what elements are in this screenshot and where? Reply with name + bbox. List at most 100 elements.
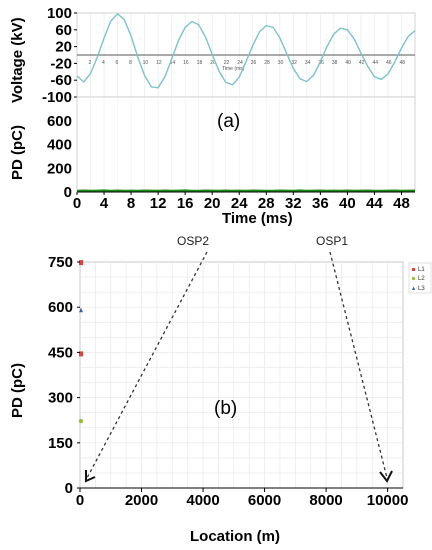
osp2-arrow-head [85, 470, 96, 483]
voltage-inner-tick-label: 40 [345, 60, 351, 66]
location-y-axis-label: PD (pC) [9, 363, 26, 418]
location-points [78, 260, 84, 424]
location-y-ticks: 750 600 450 300 150 0 [48, 254, 80, 497]
voltage-y-axis-label: Voltage (kV) [9, 17, 26, 103]
location-x-axis-label: Location (m) [190, 528, 280, 545]
pd-time-x-tick-label: 32 [285, 195, 302, 212]
location-x-ticks: 0 2000 4000 6000 8000 10000 [76, 488, 409, 509]
voltage-inner-tick-label: 16 [183, 60, 189, 66]
voltage-y-tick-label: -60 [50, 72, 72, 89]
location-y-tick-label: 0 [65, 480, 73, 497]
location-x-tick-label: 10000 [367, 492, 409, 509]
location-x-tick-label: 8000 [309, 492, 342, 509]
pd-time-x-tick-label: 4 [100, 195, 109, 212]
location-x-tick-label: 0 [76, 492, 84, 509]
voltage-inner-tick-label: 8 [129, 60, 132, 66]
legend-label-l1: L1 [418, 267, 425, 273]
osp2-label: OSP2 [177, 234, 209, 248]
pd-time-y-tick-label: 600 [47, 113, 72, 130]
voltage-inner-xlabel: Time (ms) [222, 66, 245, 72]
osp2-arrow-line [86, 251, 208, 479]
panel-a-label: (a) [217, 111, 240, 132]
data-point-l2 [78, 418, 84, 424]
pd-time-plot-area [76, 96, 416, 193]
legend-label-l2: L2 [418, 276, 425, 282]
voltage-inner-tick-label: 26 [251, 60, 257, 66]
voltage-inner-tick-label: 2 [89, 60, 92, 66]
legend-marker-l3 [412, 286, 416, 290]
pd-time-y-tick-label: 0 [64, 184, 72, 201]
pd-time-x-tick-label: 8 [127, 195, 135, 212]
pd-time-y-axis-label: PD (pC) [9, 125, 26, 180]
voltage-y-tick-label: -20 [50, 55, 72, 72]
osp1-arrow-line [329, 251, 388, 479]
voltage-inner-tick-label: 4 [102, 60, 105, 66]
voltage-inner-tick-label: 30 [278, 60, 284, 66]
voltage-inner-tick-label: 18 [197, 60, 203, 66]
osp1-label: OSP1 [316, 234, 348, 248]
location-plot: 750 600 450 300 150 0 0 2000 4000 6000 8000 10000 [48, 254, 409, 509]
location-y-tick-label: 600 [48, 299, 73, 316]
voltage-y-tick-label: 20 [55, 39, 72, 56]
location-grid [80, 262, 403, 488]
data-point-l1 [79, 260, 83, 266]
legend-marker-l2 [411, 276, 416, 281]
voltage-inner-tick-label: 38 [332, 60, 338, 66]
voltage-inner-tick-label: 14 [170, 60, 176, 66]
location-y-tick-label: 300 [48, 390, 73, 407]
pd-time-x-tick-label: 48 [393, 195, 410, 212]
location-y-tick-label: 450 [48, 344, 73, 361]
voltage-y-tick-label: 100 [47, 5, 72, 22]
location-x-tick-label: 6000 [248, 492, 281, 509]
location-x-tick-label: 4000 [186, 492, 219, 509]
voltage-inner-tick-label: 34 [305, 60, 311, 66]
voltage-inner-tick-label: 20 [210, 60, 216, 66]
location-plot-area [79, 261, 404, 489]
legend-marker-l1 [412, 268, 415, 271]
voltage-inner-tick-label: 6 [116, 60, 119, 66]
pd-time-y-tick-label: 400 [47, 137, 72, 154]
voltage-inner-tick-label: 42 [359, 60, 365, 66]
voltage-y-tick-label: 60 [55, 22, 72, 39]
osp1-arrow-head [379, 470, 393, 483]
osp-annotations: OSP2 OSP1 [85, 234, 393, 483]
voltage-plot: 2 4 6 8 10 12 14 16 18 20 22 24 26 28 30 32 34 36 38 40 42 44… [42, 5, 416, 106]
voltage-inner-ticks: 2 4 6 8 10 12 14 16 18 20 22 24 26 28 30 32 34 36 38 40 42 44… [89, 60, 406, 66]
pd-time-grid [90, 97, 402, 192]
pd-time-x-tick-label: 28 [258, 195, 275, 212]
panel-b-label: (b) [214, 398, 237, 419]
location-x-tick-label: 2000 [125, 492, 158, 509]
voltage-inner-tick-label: 48 [399, 60, 405, 66]
voltage-inner-tick-label: 28 [264, 60, 270, 66]
pd-time-x-tick-label: 44 [366, 195, 383, 212]
voltage-inner-tick-label: 10 [143, 60, 149, 66]
data-point-l1 [79, 351, 83, 357]
voltage-inner-tick-label: 36 [318, 60, 324, 66]
voltage-inner-tick-label: 22 [224, 60, 230, 66]
voltage-inner-tick-label: 12 [156, 60, 162, 66]
pd-time-x-tick-label: 36 [312, 195, 329, 212]
voltage-inner-tick-label: 32 [291, 60, 297, 66]
pd-time-x-tick-label: 24 [231, 195, 248, 212]
location-y-tick-label: 150 [48, 435, 73, 452]
voltage-inner-tick-label: 46 [386, 60, 392, 66]
voltage-y-tick-label: -100 [42, 89, 72, 106]
pd-time-x-tick-label: 40 [339, 195, 356, 212]
pd-time-x-tick-label: 0 [73, 195, 81, 212]
legend: L1 L2 L3 [408, 262, 432, 294]
pd-time-x-tick-label: 12 [150, 195, 167, 212]
pd-time-y-tick-label: 200 [47, 160, 72, 177]
pd-time-x-ticks: 0 4 8 12 16 20 24 28 32 36 40 44 48 [73, 192, 410, 212]
pd-time-y-ticks: 600 400 200 0 [47, 113, 72, 201]
voltage-inner-tick-label: 24 [237, 60, 243, 66]
voltage-inner-tick-label: 44 [372, 60, 378, 66]
pd-time-x-tick-label: 20 [204, 195, 221, 212]
pd-time-x-tick-label: 16 [177, 195, 194, 212]
pd-time-x-axis-label: Time (ms) [222, 210, 293, 227]
legend-label-l3: L3 [418, 286, 425, 292]
voltage-series-line [76, 12, 416, 89]
data-point-l3 [79, 307, 83, 313]
